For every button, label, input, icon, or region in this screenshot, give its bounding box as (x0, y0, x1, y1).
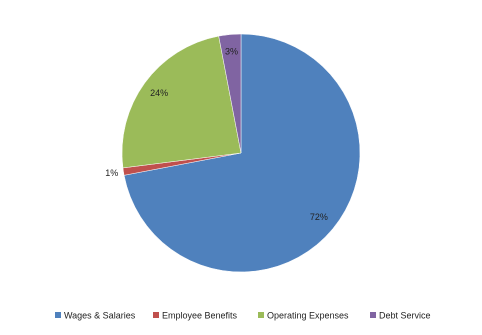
data-label: 72% (310, 212, 328, 222)
pie-slice (123, 33, 361, 273)
legend-marker (55, 312, 61, 318)
pie-slice (121, 35, 242, 169)
legend-marker (370, 312, 376, 318)
legend-label: Wages & Salaries (64, 310, 136, 320)
data-label: 1% (105, 168, 118, 178)
data-label: 24% (150, 88, 168, 98)
legend-label: Employee Benefits (162, 310, 238, 320)
legend-marker (153, 312, 159, 318)
data-label: 3% (225, 47, 238, 57)
legend-label: Operating Expenses (267, 310, 349, 320)
legend-label: Debt Service (379, 310, 431, 320)
pie-slice (218, 33, 242, 154)
legend-marker (258, 312, 264, 318)
